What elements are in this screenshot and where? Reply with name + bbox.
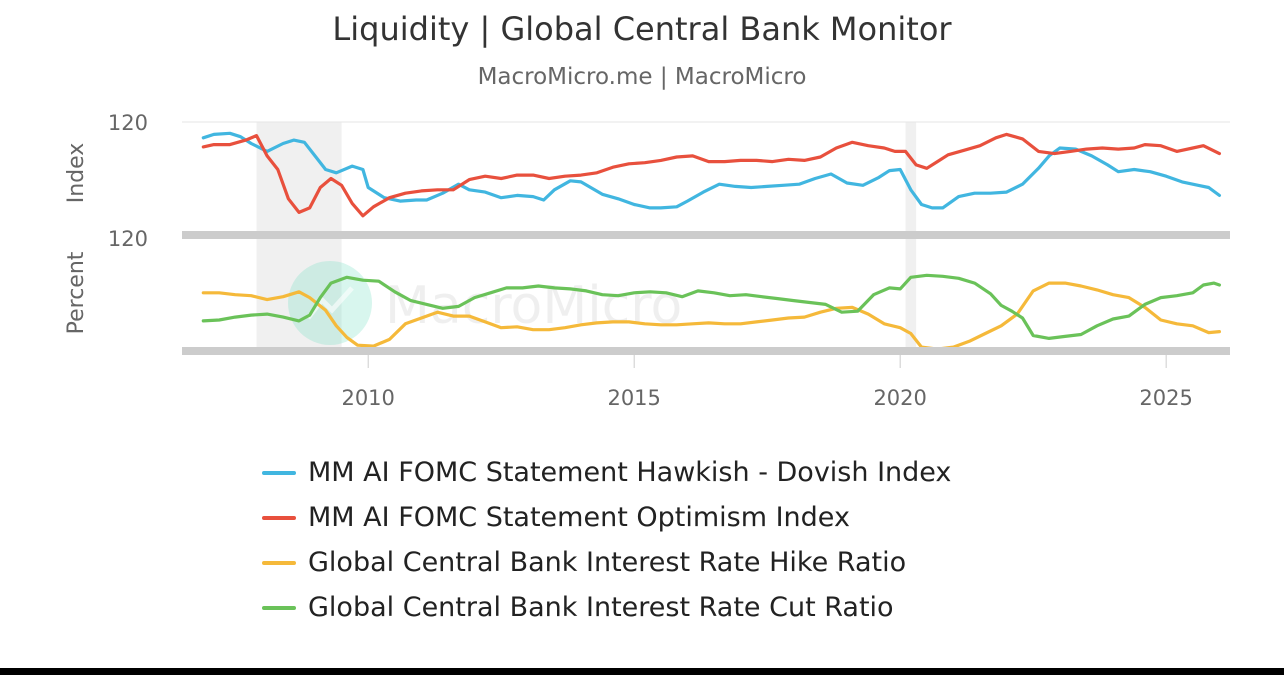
lower-panel-baseline — [182, 347, 1230, 355]
legend-label: Global Central Bank Interest Rate Hike R… — [308, 547, 907, 578]
series-line-0-0 — [201, 131, 1221, 210]
y-axis-label-upper: Index — [64, 143, 89, 204]
plot-area: MacroMicro 120 Index 120 Percent 2010 2015 202… — [64, 111, 1230, 410]
watermark: MacroMicro — [288, 261, 682, 345]
legend-item[interactable]: Global Central Bank Interest Rate Cut Ra… — [262, 585, 951, 630]
legend-swatch — [262, 560, 296, 565]
y-tick-label-upper: 120 — [108, 111, 148, 135]
legend-swatch — [262, 605, 296, 610]
series-line-1-1 — [201, 273, 1221, 340]
chart-subtitle: MacroMicro.me | MacroMicro — [477, 64, 807, 90]
y-axis-label-lower: Percent — [64, 251, 89, 334]
legend-item[interactable]: MM AI FOMC Statement Hawkish - Dovish In… — [262, 450, 951, 495]
legend-swatch — [262, 470, 296, 475]
legend-item[interactable]: MM AI FOMC Statement Optimism Index — [262, 495, 951, 540]
bottom-bar — [0, 668, 1284, 675]
x-tick-label: 2020 — [873, 386, 926, 410]
legend-label: Global Central Bank Interest Rate Cut Ra… — [308, 592, 894, 623]
legend-label: MM AI FOMC Statement Hawkish - Dovish In… — [308, 457, 952, 488]
upper-panel-baseline — [182, 231, 1230, 239]
x-tick-label: 2025 — [1139, 386, 1192, 410]
legend-label: MM AI FOMC Statement Optimism Index — [308, 502, 850, 533]
legend: MM AI FOMC Statement Hawkish - Dovish In… — [262, 450, 951, 630]
chart-title: Liquidity | Global Central Bank Monitor — [332, 10, 952, 48]
x-tick-label: 2010 — [341, 386, 394, 410]
y-tick-label-lower: 120 — [108, 227, 148, 251]
series-line-0-1 — [201, 132, 1221, 218]
legend-item[interactable]: Global Central Bank Interest Rate Hike R… — [262, 540, 951, 585]
legend-swatch — [262, 515, 296, 520]
x-tick-label: 2015 — [607, 386, 660, 410]
series-line-1-0 — [201, 281, 1221, 351]
watermark-logo-icon — [288, 261, 372, 345]
